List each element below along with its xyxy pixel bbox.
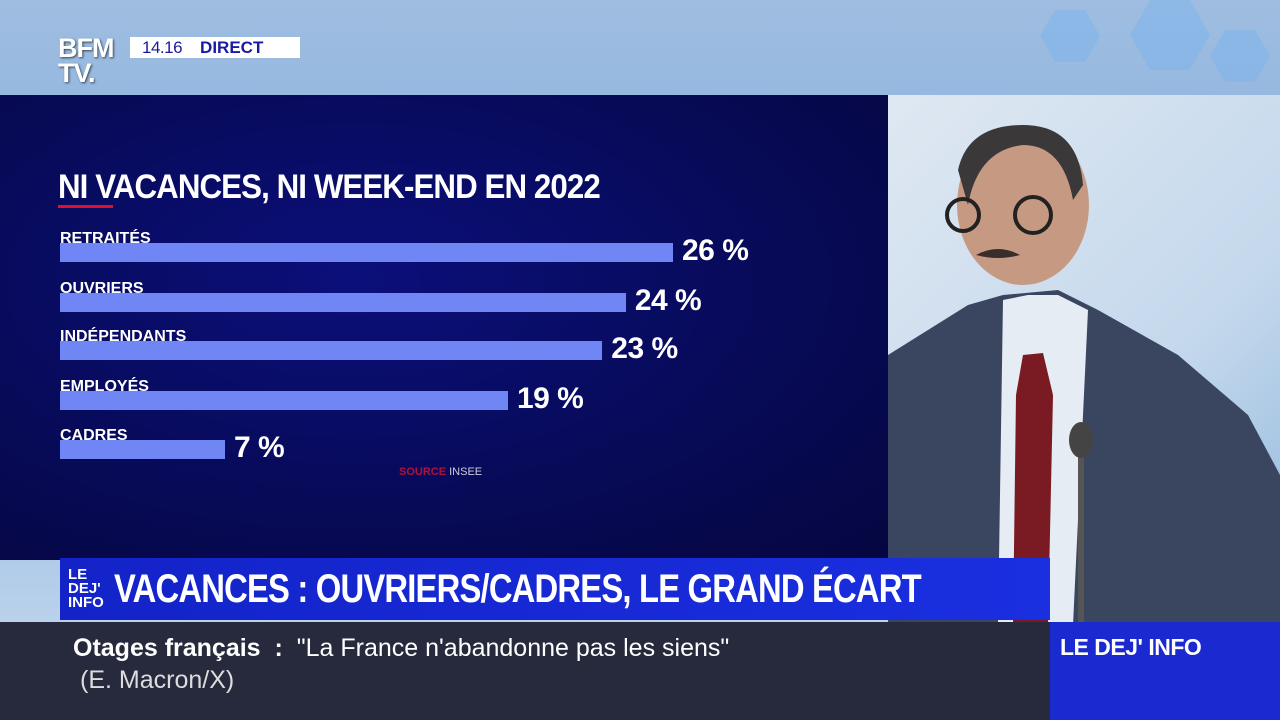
- bar: [60, 341, 603, 360]
- live-time-badge: 14.16 DIRECT: [130, 37, 300, 58]
- headline: VACANCES : OUVRIERS/CADRES, LE GRAND ÉCA…: [113, 566, 922, 611]
- bar: [60, 440, 226, 459]
- source-label: SOURCE: [399, 466, 447, 478]
- category-label: INDÉPENDANTS: [60, 328, 187, 345]
- bar: [60, 243, 673, 262]
- bfm-tv-logo: BFM TV.: [58, 33, 114, 88]
- hexagon-decoration: [1130, 0, 1210, 70]
- value-label: 24 %: [634, 284, 702, 317]
- value-label: 19 %: [516, 382, 584, 415]
- clock: 14.16: [142, 37, 183, 57]
- ticker-separator: :: [274, 634, 283, 662]
- category-label: CADRES: [60, 427, 128, 444]
- chart-title: NI VACANCES, NI WEEK-END EN 2022: [58, 168, 601, 206]
- value-label: 26 %: [682, 234, 749, 267]
- show-name: LE DEJ' INFO: [1050, 622, 1280, 720]
- chart-source: SOURCE INSEE: [399, 466, 482, 478]
- ticker-topic: Otages français: [73, 634, 261, 662]
- ticker-attribution: (E. Macron/X): [80, 666, 235, 694]
- category-label: OUVRIERS: [60, 280, 144, 297]
- presenter-image: [888, 125, 1280, 625]
- bar: [60, 293, 626, 312]
- title-accent: [58, 205, 113, 208]
- news-ticker: Otages français : "La France n'abandonne…: [0, 622, 1050, 720]
- live-label: DIRECT: [200, 37, 264, 57]
- headline-banner: LE DEJ' INFO VACANCES : OUVRIERS/CADRES,…: [60, 558, 1050, 620]
- show-logo: LE DEJ' INFO: [68, 566, 104, 611]
- chart-panel: [0, 95, 888, 560]
- category-label: EMPLOYÉS: [60, 378, 149, 395]
- value-label: 7 %: [234, 431, 285, 464]
- category-label: RETRAITÉS: [60, 230, 151, 247]
- bar: [60, 391, 508, 410]
- studio-presenter-view: [888, 95, 1280, 625]
- source-name: INSEE: [449, 466, 483, 478]
- ticker-quote: "La France n'abandonne pas les siens": [296, 634, 730, 662]
- value-label: 23 %: [611, 332, 678, 365]
